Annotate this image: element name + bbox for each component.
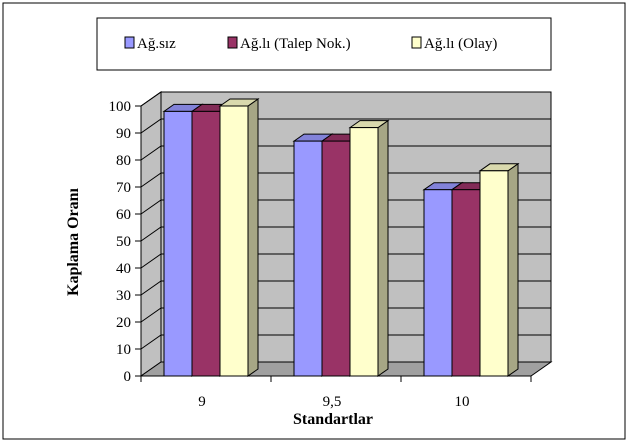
x-tick-label: 9,5 — [323, 394, 342, 410]
y-tick-label: 10 — [116, 342, 131, 358]
bar-front — [479, 170, 509, 377]
gridline — [140, 334, 551, 350]
y-tick-label: 50 — [116, 234, 131, 250]
legend-label: Ağ.lı (Talep Nok.) — [240, 36, 351, 52]
bar-front — [321, 140, 351, 377]
legend-swatch — [227, 36, 238, 49]
x-tick-label: 10 — [455, 394, 470, 410]
bar-side — [377, 119, 389, 377]
gridline — [140, 91, 551, 107]
bar-front — [219, 105, 249, 377]
bar-side — [507, 162, 519, 377]
gridlines — [140, 91, 551, 350]
gridline — [140, 307, 551, 323]
gridline — [140, 118, 551, 134]
y-tick-label: 0 — [124, 369, 132, 385]
y-tick-label: 20 — [116, 315, 131, 331]
bar — [348, 119, 390, 377]
x-axis-title: Standartlar — [293, 411, 373, 428]
legend-label: Ağ.sız — [137, 36, 176, 52]
bars — [162, 98, 520, 377]
bar — [218, 98, 260, 377]
axes: 0 10 20 30 40 50 60 70 80 90 100 9 9,5 10 — [109, 99, 532, 410]
bar-front — [451, 189, 481, 377]
legend-swatch — [411, 36, 422, 49]
legend-swatch — [124, 36, 135, 49]
bar-front — [191, 110, 221, 377]
y-tick-label: 30 — [116, 288, 131, 304]
y-axis-title: Kaplama Oranı — [65, 187, 82, 296]
gridline — [140, 253, 551, 269]
y-tick-label: 70 — [116, 180, 131, 196]
x-tick-label: 9 — [198, 394, 206, 410]
y-tick-label: 80 — [116, 153, 131, 169]
legend-label: Ağ.lı (Olay) — [424, 36, 497, 52]
gridline — [140, 172, 551, 188]
gridline — [140, 199, 551, 215]
legend-box — [96, 17, 552, 71]
y-tick-label: 40 — [116, 261, 131, 277]
bar-front — [293, 140, 323, 377]
bar — [478, 162, 520, 377]
bar-side — [247, 98, 259, 377]
legend: Ağ.sız Ağ.lı (Talep Nok.) Ağ.lı (Olay) — [96, 17, 552, 71]
gridline — [140, 226, 551, 242]
y-tick-label: 90 — [116, 126, 131, 142]
bar-front — [163, 110, 193, 377]
gridline — [140, 280, 551, 296]
gridline — [140, 145, 551, 161]
bar-front — [423, 189, 453, 377]
y-tick-label: 60 — [116, 207, 131, 223]
bar-front — [349, 127, 379, 377]
y-tick-label: 100 — [109, 99, 132, 115]
